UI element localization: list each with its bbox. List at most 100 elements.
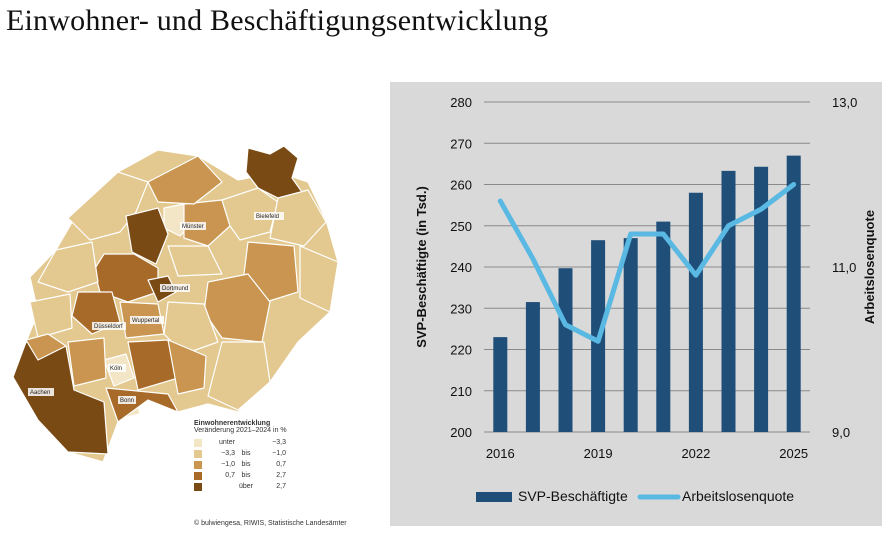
y-tick-label: 280 [450,95,472,110]
map-region-kleve [37,241,99,293]
map-legend-from: −1,0 [221,461,235,468]
map-region-lippe [269,189,327,247]
map-region-borken [67,171,149,241]
y-tick-label: 270 [450,136,472,151]
map-label-duesseldorf: Düsseldorf [94,324,123,330]
map-legend-swatch [194,449,202,458]
map-region-maerkisch [163,301,219,355]
nrw-map-graphic: Münster Bielefeld Dortmund Düsseldorf Wu… [12,145,339,463]
map-label-aachen: Aachen [30,390,50,396]
map-legend-title: Einwohnerentwicklung [194,420,271,427]
map-label-bg-duesseldorf [92,322,126,330]
x-tick-label: 2022 [681,446,710,461]
legend-swatch-bar [476,492,512,502]
bar [754,166,769,432]
y-tick-label: 200 [450,425,472,440]
map-legend-subtitle: Veränderung 2021–2024 in % [194,427,287,434]
map-label-bonn: Bonn [120,398,134,404]
bar [656,221,671,432]
map-legend-mid: über [238,483,253,490]
map-legend-swatch [194,482,202,491]
map-region-coesfeld [125,207,169,265]
map-legend-to: 2,7 [276,472,286,479]
map-label-muenster: Münster [182,224,204,230]
y-tick-label: 220 [450,343,472,358]
map-legend-row: −1,0 bis 0,7 [194,459,304,470]
map-legend-from: unter [219,439,235,446]
y2-tick-label: 9,0 [832,425,850,440]
map-legend-swatch [194,460,202,469]
y-tick-label: 240 [450,260,472,275]
map-legend-to: 0,7 [276,461,286,468]
map-legend-row: 0,7 bis 2,7 [194,470,304,481]
map-label-dortmund: Dortmund [162,286,188,292]
map-legend: Einwohnerentwicklung Veränderung 2021–20… [194,420,304,492]
arbeitslosenquote-line [497,182,797,344]
map-region-siegen [207,341,271,411]
y2-tick-label: 11,0 [832,260,856,275]
map-label-bg-muenster [180,222,206,230]
map-legend-to: −1,0 [272,450,286,457]
y-tick-label: 210 [450,384,472,399]
map-legend-mid: bis [241,472,251,479]
bar [623,238,638,432]
page-title: Einwohner- und Beschäftigungsentwicklung [6,4,549,37]
chart-y-ticks: 200 210 220 230 240 250 260 270 280 [450,95,472,440]
y-tick-label: 260 [450,178,472,193]
map-region-hoexter [299,245,339,313]
map-region-northeast [245,145,303,199]
map-legend-row: über 2,7 [194,481,304,492]
chart-x-ticks: 2016 2019 2022 2025 [486,446,808,461]
map-legend-from: −3,3 [221,450,235,457]
bar [688,192,703,432]
bar [786,155,801,432]
chart-panel: 200 210 220 230 240 250 260 270 280 9,0 11,0 13,0 … [390,82,882,526]
bar [525,302,540,432]
map-legend-swatch [194,471,202,480]
nrw-population-map: Münster Bielefeld Dortmund Düsseldorf Wu… [8,142,348,472]
map-legend-to: 2,7 [276,483,286,490]
y-tick-label: 230 [450,301,472,316]
legend-label: SVP-Beschäftigte [518,488,628,504]
map-label-bg-bielefeld [254,212,284,220]
map-region-steinfurt [147,155,223,205]
x-tick-label: 2019 [584,446,613,461]
legend-label: Arbeitslosenquote [682,488,794,504]
map-region-hamm [167,245,223,277]
map-legend-swatch [194,438,202,447]
map-label-bg-koeln [108,364,126,372]
chart-line [497,182,797,344]
y2-tick-label: 13,0 [832,95,857,110]
bar [721,170,736,432]
chart-y2-ticks: 9,0 11,0 13,0 [832,95,857,440]
map-legend-row: unter −3,3 [194,437,304,448]
chart-y-axis-label: SVP-Beschäftigte (in Tsd.) [414,186,429,348]
bar [493,337,508,432]
map-legend-to: −3,3 [272,439,286,446]
map-label-bg-bonn [118,396,136,404]
map-legend-mid: bis [241,461,251,468]
map-label-bg-dortmund [160,284,190,292]
x-tick-label: 2016 [486,446,515,461]
chart-y2-axis-label: Arbeitslosenquote [862,210,877,324]
map-label-bielefeld: Bielefeld [256,214,279,220]
map-region-warendorf [183,199,231,247]
map-label-koeln: Köln [110,366,122,372]
map-legend-mid: bis [241,450,251,457]
chart-legend: SVP-Beschäftigte Arbeitslosenquote [476,488,794,504]
map-region-rhein-erft [67,337,107,387]
map-region-heinsberg [25,333,67,361]
map-legend-from: 0,7 [225,472,235,479]
map-region-oberberg [167,339,207,395]
map-legend-rows: unter −3,3 −3,3 bis −1,0 −1,0 bis 0,7 0,7 bis 2,7 ü… [194,437,304,492]
source-note: © bulwiengesa, RIWIS, Statistische Lande… [194,520,347,527]
map-legend-row: −3,3 bis −1,0 [194,448,304,459]
map-label-bg-wuppertal [130,316,164,324]
x-tick-label: 2025 [779,446,808,461]
y-tick-label: 250 [450,219,472,234]
map-region-guetersloh [221,187,279,241]
map-label-bg-aachen [28,388,54,396]
map-region-viersen [29,293,73,339]
bar [558,268,573,432]
